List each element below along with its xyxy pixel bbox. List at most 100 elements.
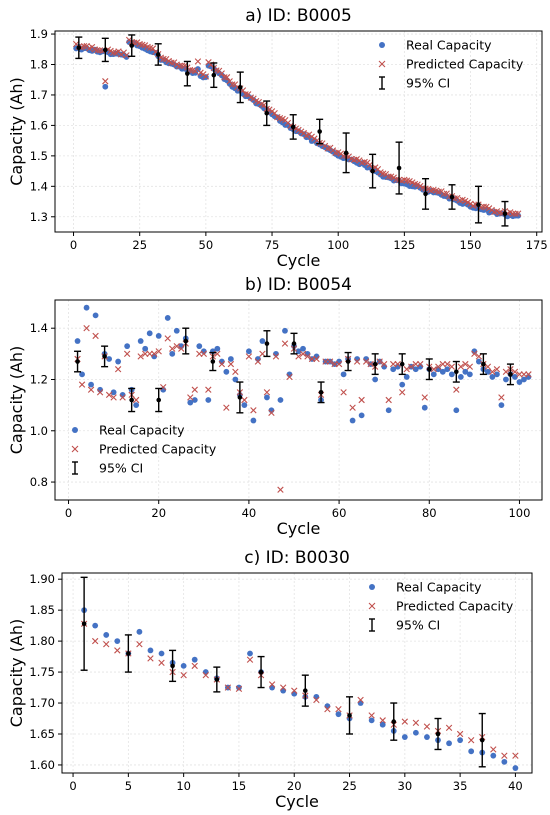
series-real-capacity [81,607,519,771]
predicted-point-77-b [276,114,284,122]
real-point-21 [313,693,320,700]
predicted-point-35-b [467,736,475,744]
real-point-50 [300,345,306,352]
predicted-point-27-b [144,43,151,51]
predicted-point-126-b [406,177,413,185]
predicted-point-21-b [313,696,320,704]
predicted-point-25-b [357,696,364,704]
real-point-46 [282,327,288,334]
real-point-35 [232,376,239,383]
ci-center-15 [476,202,481,207]
real-point-21 [169,350,176,357]
x-axis-label: Cycle [277,519,321,538]
predicted-point-129-b [414,181,421,188]
real-point-14 [236,684,242,691]
predicted-point-160-b [496,209,503,216]
real-point-7 [106,356,113,362]
real-point-22 [324,703,331,710]
x-axis-label: Cycle [275,792,319,811]
real-point-18 [280,687,287,694]
ci-center-8 [290,124,296,130]
x-tick-label-6: 30 [398,779,413,793]
predicted-point-15-b [246,656,254,663]
real-point-37 [241,402,248,409]
series-predicted-capacity [80,620,519,759]
predicted-point-13-b [224,684,232,691]
predicted-point-136-b [432,187,440,194]
predicted-point-159-b [493,208,501,215]
ci-center-7 [391,719,397,724]
ci-center-10 [343,150,349,156]
real-point-34 [457,737,464,744]
predicted-point-29-b [149,45,157,52]
y-tick-label-3: 1.75 [29,665,55,679]
y-tick-label-6: 1.9 [30,27,48,41]
y-tick-label-4: 1.7 [30,88,48,102]
predicted-point-51-b [304,353,311,360]
y-tick-label-6: 1.90 [29,572,55,586]
predicted-point-167-b [514,210,522,217]
predicted-point-30-b [412,719,420,727]
predicted-point-92-b [489,368,496,375]
predicted-point-44-b [189,67,196,74]
real-point-1 [92,622,99,629]
predicted-point-157-b [488,206,495,214]
x-tick-label-7: 35 [453,779,468,793]
predicted-point-26-b [141,42,149,49]
predicted-point-45-b [277,486,284,493]
y-axis-label: Capacity (Ah) [7,346,26,455]
x-tick-label-3: 15 [232,779,247,793]
predicted-point-58-b [335,360,343,368]
real-point-23 [335,711,342,718]
predicted-point-14-b [235,685,243,692]
real-point-30 [412,729,419,736]
real-point-25 [357,700,364,706]
predicted-point-119-b [387,173,395,180]
ci-center-16 [508,372,513,377]
x-tick-label-0: 0 [69,779,76,793]
predicted-point-23-b [335,706,342,713]
y-tick-label-0: 1.3 [30,210,48,224]
predicted-point-100-b [525,371,532,378]
legend: Real Capacity Predicted Capacity 95% CI [368,580,514,633]
legend-label-1: Predicted Capacity [406,57,524,72]
predicted-point-25-b [139,41,146,48]
real-point-31 [214,345,221,352]
ci-center-8 [291,341,297,346]
predicted-point-62-b [353,358,361,365]
grid [62,573,532,773]
predicted-point-121-b [393,176,400,183]
predicted-point-85-b [297,128,305,135]
predicted-point-22-b [173,342,180,350]
real-point-10 [191,656,198,663]
real-point-33 [446,740,452,747]
predicted-point-65-b [245,91,252,98]
legend-marker-real [369,584,375,590]
real-point-11 [124,343,131,350]
real-point-2 [103,632,110,638]
real-point-49 [295,348,302,355]
predicted-point-109-b [361,158,368,166]
predicted-point-32-b [218,360,226,368]
predicted-point-17-b [268,681,276,688]
predicted-point-66-b [247,94,255,101]
predicted-point-14-b [137,353,144,360]
real-point-2 [83,304,90,311]
predicted-point-135-b [430,186,437,194]
predicted-point-40-b [178,62,186,69]
series-ci [74,327,514,414]
x-tick-label-5: 125 [393,238,415,252]
predicted-point-3-b [114,647,121,654]
predicted-point-4-b [92,332,99,340]
predicted-point-22-b [324,706,331,713]
y-tick-label-2: 1.2 [30,372,48,386]
legend: Real Capacity Predicted Capacity 95% CI [378,38,524,91]
ci-center-4 [258,669,264,675]
ci-center-0 [75,359,80,364]
predicted-point-115-b [377,169,384,176]
predicted-point-44-b [272,353,280,360]
predicted-point-11-b [102,78,109,85]
x-tick-label-4: 100 [327,238,349,252]
predicted-point-91-b [484,363,492,370]
